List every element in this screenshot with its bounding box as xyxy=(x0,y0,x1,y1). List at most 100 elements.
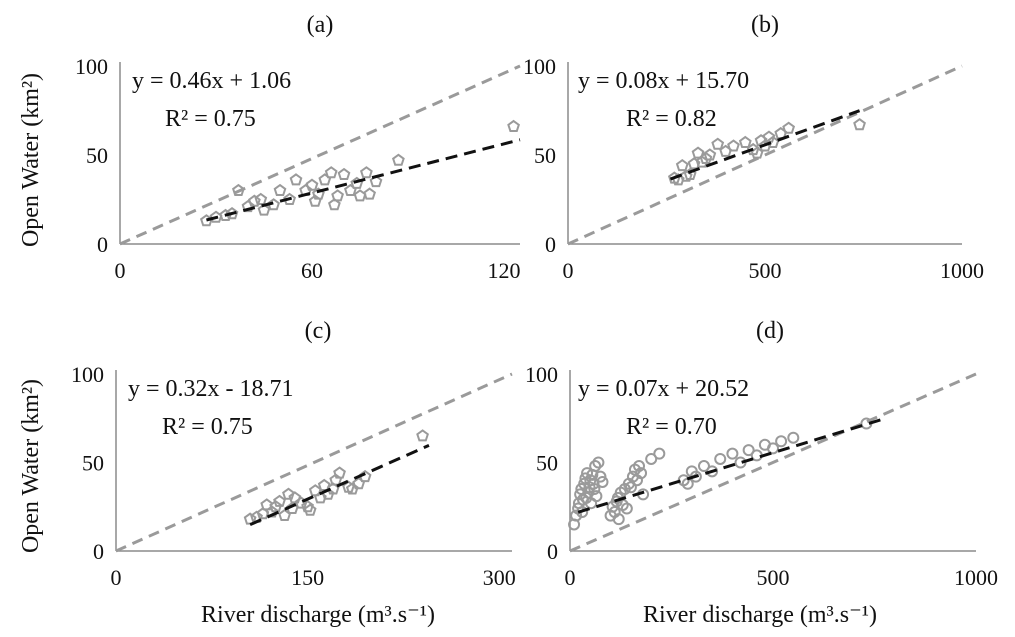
r-squared: R² = 0.75 xyxy=(165,106,256,132)
regression-line xyxy=(577,417,884,514)
x-tick-label: 0 xyxy=(111,565,122,590)
data-point xyxy=(742,444,755,457)
regression-equation: y = 0.07x + 20.52 xyxy=(578,376,749,402)
data-point xyxy=(391,153,405,166)
y-tick-label: 50 xyxy=(82,451,104,476)
data-point xyxy=(635,467,648,480)
data-point xyxy=(241,199,255,213)
data-point xyxy=(775,435,788,448)
data-point xyxy=(345,482,359,495)
y-tick-label: 0 xyxy=(97,232,108,257)
data-point xyxy=(231,183,245,197)
data-point xyxy=(331,189,345,202)
data-point xyxy=(767,442,779,455)
y-tick-label: 100 xyxy=(71,362,104,387)
data-point xyxy=(612,513,625,526)
regression-equation: y = 0.08x + 15.70 xyxy=(578,68,749,94)
x-tick-label: 1000 xyxy=(954,565,998,590)
x-tick-label: 500 xyxy=(757,565,790,590)
data-point xyxy=(679,169,693,182)
data-point xyxy=(787,431,800,444)
data-point xyxy=(317,478,331,491)
data-point xyxy=(594,470,607,483)
x-tick-label: 300 xyxy=(483,565,516,590)
data-point xyxy=(337,167,351,181)
one-to-one-line xyxy=(569,372,977,553)
one-to-one-line xyxy=(115,372,513,553)
data-point xyxy=(288,491,302,504)
data-point xyxy=(590,490,603,503)
panel-title: (b) xyxy=(751,12,779,38)
data-point xyxy=(576,506,589,519)
regression-equation: y = 0.46x + 1.06 xyxy=(132,68,291,94)
y-tick-label: 100 xyxy=(525,362,558,387)
x-tick-label: 60 xyxy=(301,258,323,283)
data-point xyxy=(254,192,268,205)
data-point xyxy=(305,178,319,191)
data-point xyxy=(416,429,429,442)
data-point xyxy=(697,460,710,473)
y-tick-label: 100 xyxy=(75,54,108,79)
regression-line xyxy=(206,138,521,222)
data-point xyxy=(714,452,727,465)
regression-line xyxy=(249,443,430,527)
one-to-one-line xyxy=(567,64,963,246)
data-point xyxy=(311,187,325,200)
data-point xyxy=(620,502,633,515)
data-point xyxy=(699,151,713,165)
data-point xyxy=(247,194,261,207)
data-point xyxy=(633,460,646,473)
data-point xyxy=(596,475,609,488)
panel-title: (d) xyxy=(756,318,784,344)
data-point xyxy=(683,167,697,181)
data-point xyxy=(727,139,740,152)
panel-title: (c) xyxy=(305,318,332,344)
x-axis-title: River discharge (m³.s⁻¹) xyxy=(201,602,435,628)
panel-a: (a) 0 50 100 0 60 120 y = 0.46x + 1.06 R² = 0.75… xyxy=(18,12,521,283)
data-point xyxy=(703,148,717,161)
x-axis-title: River discharge (m³.s⁻¹) xyxy=(643,602,877,628)
panel-title: (a) xyxy=(307,12,334,38)
y-tick-label: 50 xyxy=(86,143,108,168)
data-point xyxy=(303,503,317,516)
r-squared: R² = 0.82 xyxy=(626,106,717,132)
y-tick-label: 50 xyxy=(536,451,558,476)
regression-equation: y = 0.32x - 18.71 xyxy=(128,376,294,402)
y-tick-label: 50 xyxy=(534,143,556,168)
data-point xyxy=(766,135,780,148)
x-tick-label: 1000 xyxy=(940,258,984,283)
data-point xyxy=(273,183,287,197)
data-point xyxy=(369,174,383,188)
data-point xyxy=(853,118,866,131)
data-point xyxy=(507,119,521,132)
data-point xyxy=(581,467,594,480)
y-axis-title: Open Water (km²) xyxy=(18,379,44,553)
panel-c: (c) 0 50 100 0 150 300 y = 0.32x - 18.71 R² = 0.… xyxy=(18,318,516,628)
data-point xyxy=(289,173,303,186)
data-point xyxy=(592,456,605,469)
y-tick-label: 0 xyxy=(545,232,556,257)
data-point xyxy=(301,500,315,513)
data-point xyxy=(324,166,338,179)
data-point xyxy=(645,452,658,465)
data-point xyxy=(269,500,283,513)
data-point xyxy=(283,192,297,205)
x-tick-label: 120 xyxy=(488,258,521,283)
data-point xyxy=(691,146,705,159)
y-tick-label: 100 xyxy=(523,54,556,79)
x-tick-label: 0 xyxy=(115,258,126,283)
data-point xyxy=(687,157,701,170)
data-point xyxy=(282,487,295,500)
regression-line xyxy=(669,109,861,181)
data-point xyxy=(726,447,739,460)
one-to-one-line xyxy=(119,64,521,246)
x-tick-label: 0 xyxy=(565,565,576,590)
data-point xyxy=(327,198,341,211)
y-tick-label: 0 xyxy=(547,539,558,564)
x-tick-label: 0 xyxy=(563,258,574,283)
data-point xyxy=(363,187,377,200)
y-axis-title: Open Water (km²) xyxy=(18,73,44,247)
